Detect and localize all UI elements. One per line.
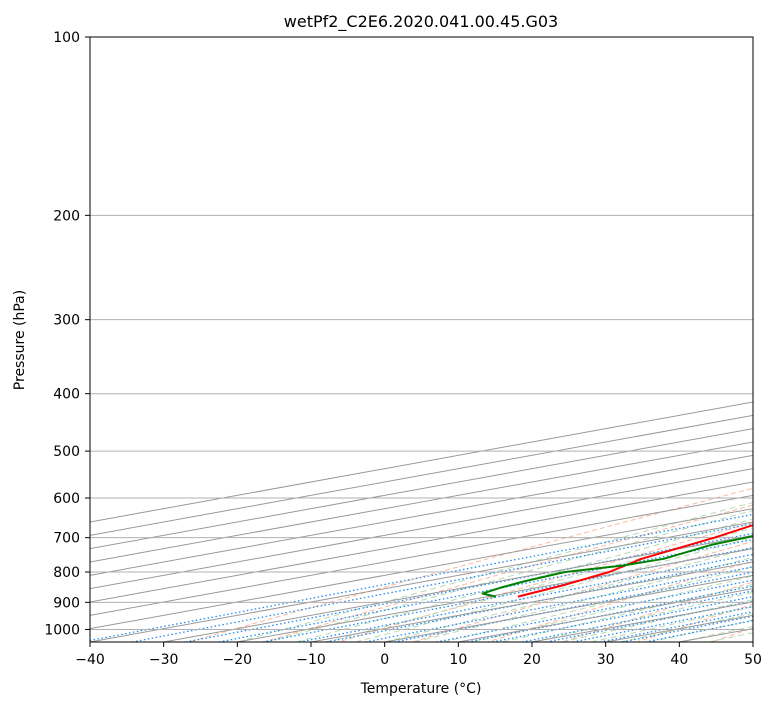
y-tick-label: 600 [53, 491, 80, 507]
y-axis-ticks: 100 200 300 400 500 600 700 800 900 1000 [44, 30, 90, 638]
isotherm-line [90, 468, 753, 590]
isotherm-line [90, 521, 753, 642]
x-tick-label: 30 [597, 652, 615, 668]
mixing-ratio-line [299, 553, 753, 642]
y-tick-label: 700 [53, 531, 80, 547]
x-axis-ticks: −40 −30 −20 −10 0 10 20 30 40 50 [75, 642, 762, 668]
y-tick-label: 300 [53, 313, 80, 329]
x-tick-label: 40 [670, 652, 688, 668]
x-axis-title: Temperature (°C) [360, 681, 482, 697]
plot-frame [89, 36, 754, 643]
dry-adiabat [487, 560, 753, 642]
moist-adiabat [413, 556, 753, 642]
y-tick-label: 500 [53, 444, 80, 460]
mixing-ratio-line [572, 605, 753, 642]
y-tick-label: 1000 [44, 622, 80, 638]
moist-adiabat [266, 509, 753, 642]
mixing-ratio-line [365, 566, 753, 642]
isotherm-line [90, 481, 753, 603]
isotherm-line [163, 534, 753, 642]
moist-adiabat [531, 591, 753, 642]
isotherm-line [90, 428, 753, 550]
isobar-gridlines [90, 37, 753, 630]
x-tick-label: 20 [523, 652, 541, 668]
mixing-ratio-line [325, 558, 753, 642]
y-tick-label: 400 [53, 387, 80, 403]
dry-adiabat [562, 581, 753, 642]
y-axis-title: Pressure (hPa) [12, 290, 28, 390]
y-tick-label: 800 [53, 565, 80, 581]
sounding-profiles [481, 524, 753, 598]
moist-adiabat [384, 546, 753, 642]
dry-adiabat [263, 504, 753, 642]
dry-adiabat [188, 487, 753, 642]
isotherm-line [90, 441, 753, 563]
y-tick-label: 200 [53, 208, 80, 224]
moist-adiabat [561, 599, 753, 642]
skewed-isotherms [90, 401, 753, 642]
x-tick-label: −40 [75, 652, 105, 668]
y-tick-label: 100 [53, 30, 80, 46]
moist-adiabat [296, 518, 753, 642]
dry-adiabat [338, 522, 753, 642]
x-tick-label: −10 [296, 652, 326, 668]
moist-adiabat [237, 501, 753, 642]
isotherm-line [90, 454, 753, 576]
chart-title: wetPf2_C2E6.2020.041.00.45.G03 [284, 12, 558, 32]
isotherm-line [90, 494, 753, 616]
x-tick-label: −20 [223, 652, 253, 668]
isotherm-line [90, 508, 753, 630]
y-tick-label: 900 [53, 595, 80, 611]
series-0-line [517, 524, 753, 598]
series-1-line [481, 535, 753, 598]
x-tick-label: 10 [449, 652, 467, 668]
x-tick-label: −30 [149, 652, 179, 668]
moist-adiabat [472, 575, 753, 642]
x-tick-label: 0 [380, 652, 389, 668]
mixing-ratio-lines [90, 513, 753, 642]
moist-adiabat [325, 527, 753, 642]
x-tick-label: 50 [744, 652, 762, 668]
